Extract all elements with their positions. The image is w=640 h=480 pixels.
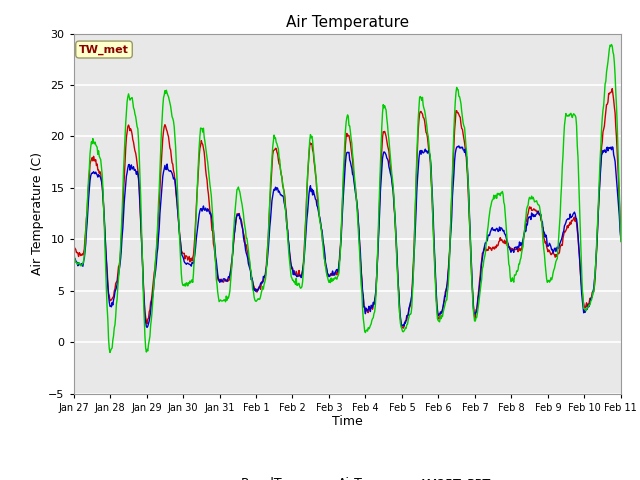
AirT bbox=[617, 235, 625, 240]
Line: PanelT: PanelT bbox=[74, 89, 621, 328]
PanelT bbox=[134, 167, 141, 172]
PanelT bbox=[235, 212, 243, 217]
Line: AirT: AirT bbox=[74, 146, 621, 327]
PanelT bbox=[404, 311, 412, 317]
Line: AM25T_PRT: AM25T_PRT bbox=[74, 45, 621, 352]
PanelT bbox=[617, 237, 625, 242]
AM25T_PRT bbox=[404, 317, 412, 323]
PanelT bbox=[435, 315, 443, 321]
AM25T_PRT bbox=[435, 318, 443, 324]
AirT bbox=[435, 312, 443, 317]
Y-axis label: Air Temperature (C): Air Temperature (C) bbox=[31, 152, 44, 275]
AM25T_PRT bbox=[70, 252, 77, 258]
PanelT bbox=[399, 325, 407, 331]
AirT bbox=[404, 312, 412, 318]
AM25T_PRT bbox=[617, 239, 625, 244]
PanelT bbox=[262, 270, 269, 276]
AirT bbox=[70, 253, 77, 259]
X-axis label: Time: Time bbox=[332, 415, 363, 429]
AirT bbox=[134, 171, 141, 177]
AirT bbox=[283, 225, 291, 231]
Legend: PanelT, AirT, AM25T_PRT: PanelT, AirT, AM25T_PRT bbox=[198, 472, 497, 480]
Title: Air Temperature: Air Temperature bbox=[285, 15, 409, 30]
AM25T_PRT bbox=[262, 268, 270, 274]
AirT bbox=[262, 265, 270, 271]
PanelT bbox=[282, 209, 290, 215]
AM25T_PRT bbox=[608, 42, 616, 48]
AirT bbox=[143, 324, 151, 330]
AM25T_PRT bbox=[134, 137, 142, 143]
AirT bbox=[236, 211, 243, 217]
AM25T_PRT bbox=[236, 187, 243, 193]
AM25T_PRT bbox=[106, 349, 114, 355]
PanelT bbox=[70, 239, 77, 245]
AM25T_PRT bbox=[283, 222, 291, 228]
Text: TW_met: TW_met bbox=[79, 44, 129, 55]
AirT bbox=[455, 143, 463, 149]
PanelT bbox=[609, 86, 616, 92]
